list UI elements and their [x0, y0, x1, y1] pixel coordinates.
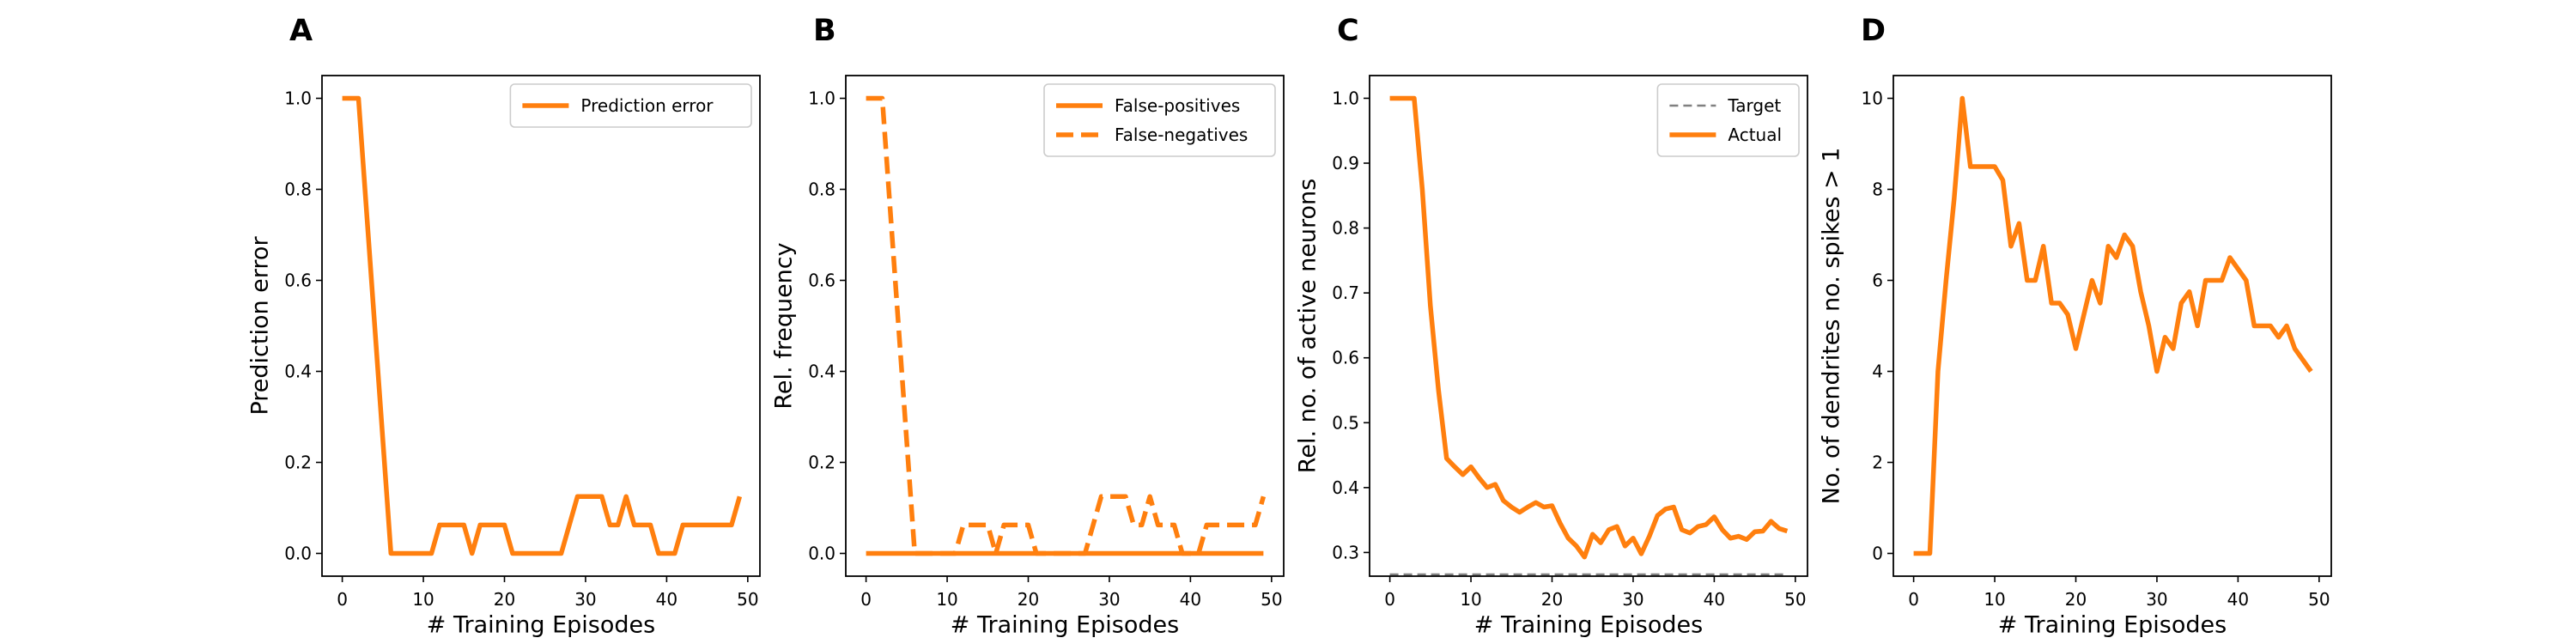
x-tick-label: 20 [2065, 589, 2087, 610]
y-tick-label: 0.0 [808, 544, 835, 564]
y-axis-label: Rel. frequency [771, 242, 798, 409]
y-tick-label: 1.0 [284, 88, 312, 109]
y-tick-label: 0.0 [284, 544, 312, 564]
y-tick-label: 0.9 [1332, 153, 1359, 173]
x-tick-label: 50 [737, 589, 758, 610]
x-axis-label: # Training Episodes [1998, 612, 2227, 639]
x-tick-label: 40 [1180, 589, 1201, 610]
panel-label: B [813, 14, 836, 48]
y-tick-label: 0.4 [808, 361, 835, 382]
y-tick-label: 8 [1872, 179, 1883, 200]
legend-box [1043, 83, 1276, 157]
x-tick-label: 10 [1460, 589, 1481, 610]
series-line-false-negatives [866, 95, 1267, 556]
y-tick-label: 0.3 [1332, 542, 1359, 562]
y-tick-label: 0.2 [284, 453, 312, 473]
y-tick-label: 0.6 [1332, 348, 1359, 368]
plot-frame [1369, 75, 1808, 577]
plot-frame [845, 75, 1285, 577]
y-tick-label: 10 [1862, 88, 1883, 109]
x-tick-label: 10 [1984, 589, 2005, 610]
legend-box [509, 83, 752, 128]
x-axis-label: # Training Episodes [1474, 612, 1703, 639]
x-tick-label: 10 [412, 589, 434, 610]
x-tick-label: 30 [1098, 589, 1120, 610]
series-line [1913, 95, 2313, 556]
y-axis-label: Prediction error [247, 236, 274, 416]
y-tick-label: 1.0 [808, 88, 835, 109]
y-axis-label: No. of dendrites no. spikes > 1 [1819, 148, 1845, 505]
x-tick-label: 10 [936, 589, 957, 610]
legend: False-positives False-negatives [1043, 83, 1276, 157]
panel-a: A 0 10 20 30 40 50 0.0 0.2 0.4 0.6 0.8 1.0 # Training… [247, 14, 761, 639]
y-tick-label: 4 [1872, 361, 1883, 382]
panel-label: C [1337, 14, 1359, 48]
y-tick-label: 0.4 [284, 361, 312, 382]
legend-entry: Target [1727, 95, 1781, 116]
y-tick-label: 0.6 [808, 270, 835, 291]
y-axis-label: Rel. no. of active neurons [1295, 179, 1321, 473]
legend-entry: Actual [1728, 125, 1782, 145]
y-tick-label: 0.8 [808, 179, 835, 200]
panel-b: B 0 10 20 30 40 50 0.0 0.2 0.4 0.6 0.8 1.0 # Training… [771, 14, 1285, 639]
legend-entry: False-negatives [1115, 125, 1248, 145]
y-tick-label: 0.2 [808, 453, 835, 473]
x-tick-label: 50 [1784, 589, 1806, 610]
series-line-actual [1389, 95, 1789, 560]
y-tick-label: 0.7 [1332, 283, 1359, 303]
x-tick-label: 20 [1018, 589, 1039, 610]
x-tick-label: 40 [1704, 589, 1725, 610]
x-axis-label: # Training Episodes [427, 612, 655, 639]
panel-c: C 0 10 20 30 40 50 0.3 0.4 0.5 0.6 0.7 0.8 0.9 1.0 # Tr… [1295, 14, 1808, 639]
x-tick-label: 20 [1541, 589, 1563, 610]
x-tick-label: 0 [1908, 589, 1919, 610]
y-tick-label: 0.4 [1332, 477, 1359, 498]
x-tick-label: 40 [2227, 589, 2249, 610]
panel-label: D [1861, 14, 1886, 48]
panel-label: A [289, 14, 313, 48]
x-tick-label: 30 [574, 589, 596, 610]
y-tick-label: 2 [1872, 453, 1883, 473]
x-tick-label: 0 [337, 589, 348, 610]
plot-frame [321, 75, 761, 577]
y-tick-label: 6 [1872, 270, 1883, 291]
x-tick-label: 20 [494, 589, 515, 610]
y-tick-label: 1.0 [1332, 88, 1359, 108]
legend-entry: Prediction error [580, 95, 714, 116]
legend: Prediction error [509, 83, 752, 128]
series-line-prediction-error [342, 95, 743, 556]
x-tick-label: 30 [2146, 589, 2167, 610]
x-tick-label: 0 [860, 589, 872, 610]
y-tick-label: 0.5 [1332, 412, 1359, 433]
y-tick-label: 0.8 [284, 179, 312, 200]
x-tick-label: 50 [2308, 589, 2330, 610]
plot-frame [1893, 75, 2332, 577]
x-tick-label: 50 [1261, 589, 1282, 610]
legend: Target Actual [1656, 83, 1800, 157]
y-tick-label: 0.6 [284, 270, 312, 291]
legend-entry: False-positives [1115, 95, 1240, 116]
x-tick-label: 30 [1622, 589, 1643, 610]
x-tick-label: 40 [656, 589, 677, 610]
legend-box [1656, 83, 1800, 157]
y-tick-label: 0.8 [1332, 218, 1359, 239]
y-tick-label: 0 [1872, 544, 1883, 564]
x-tick-label: 0 [1384, 589, 1395, 610]
x-axis-label: # Training Episodes [951, 612, 1179, 639]
